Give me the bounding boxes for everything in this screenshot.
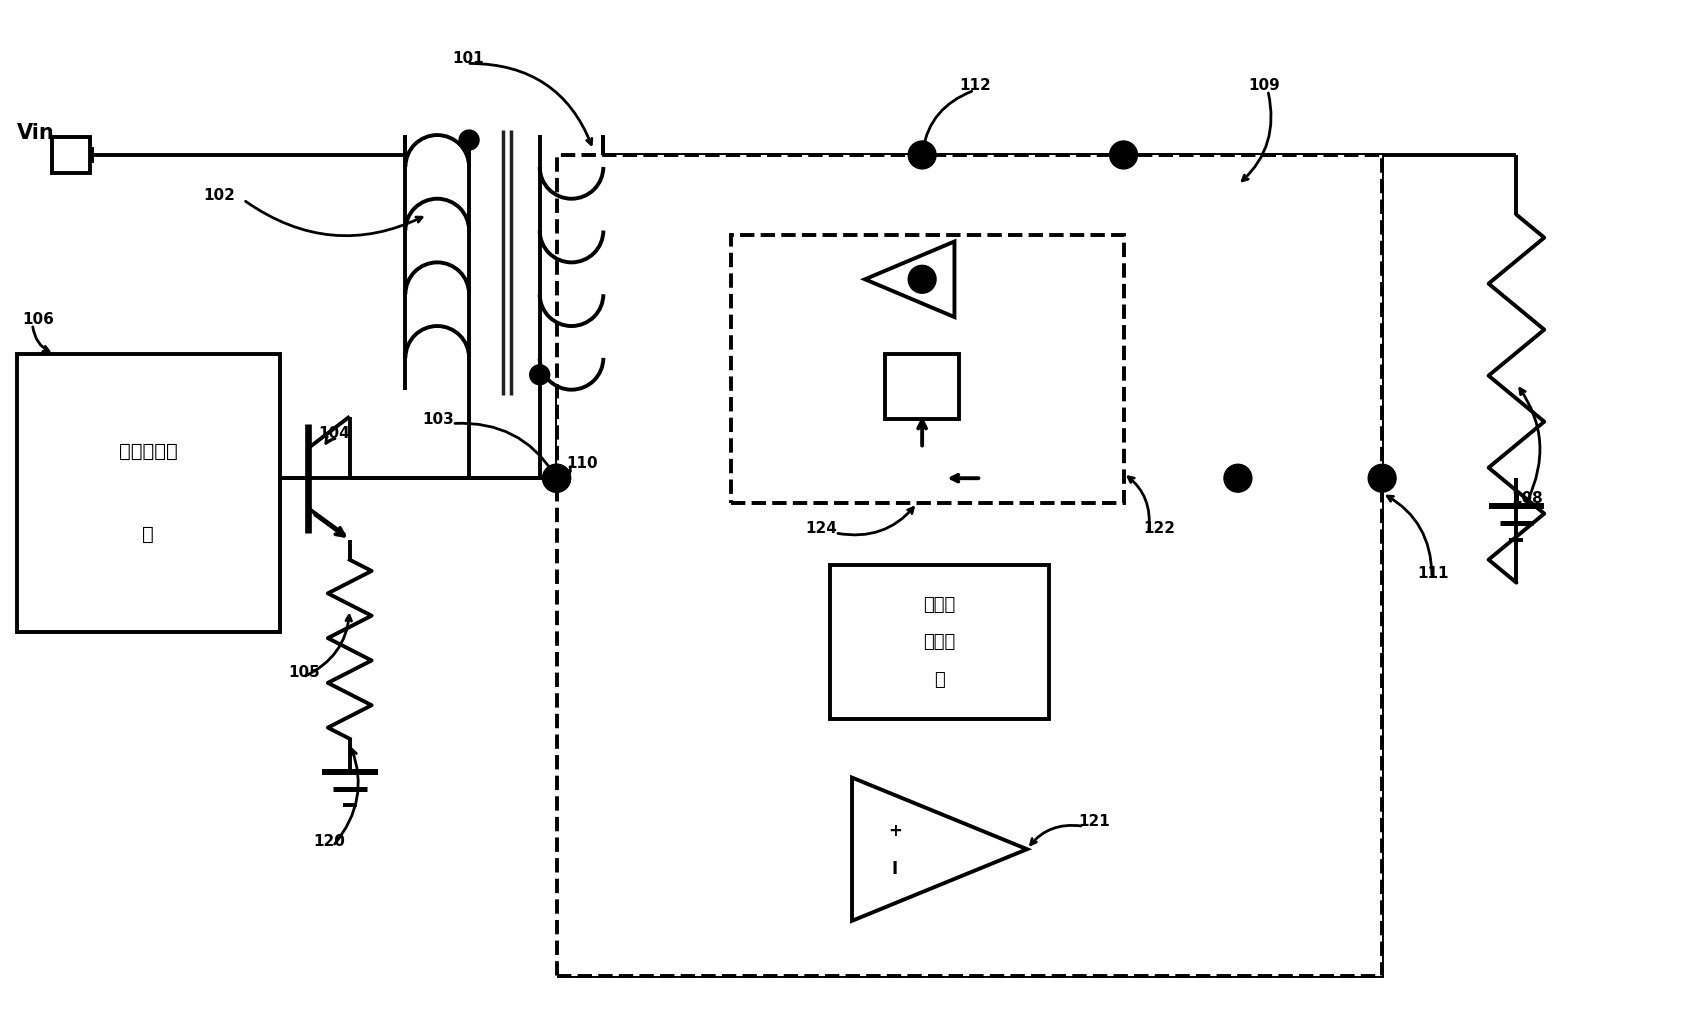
Text: 整流管: 整流管 — [923, 595, 956, 614]
Bar — [53, 137, 90, 173]
Text: 108: 108 — [1511, 491, 1543, 506]
Text: 120: 120 — [312, 835, 345, 849]
Text: I: I — [891, 860, 898, 878]
Bar — [731, 234, 1123, 503]
Text: 原边控制芯: 原边控制芯 — [119, 442, 178, 461]
Circle shape — [529, 130, 550, 150]
Bar — [556, 155, 1381, 975]
Text: 103: 103 — [422, 411, 454, 427]
Text: 路: 路 — [934, 671, 944, 689]
Text: 片: 片 — [142, 526, 154, 544]
Text: 124: 124 — [804, 521, 836, 536]
Circle shape — [908, 142, 935, 168]
Circle shape — [1367, 464, 1395, 492]
Text: 106: 106 — [22, 312, 55, 327]
Text: 110: 110 — [567, 457, 597, 471]
Bar — [830, 565, 1048, 719]
Circle shape — [1110, 142, 1137, 168]
Circle shape — [908, 265, 935, 293]
Text: 112: 112 — [959, 79, 990, 93]
Text: Vin: Vin — [17, 123, 55, 144]
Circle shape — [1224, 464, 1251, 492]
Text: +: + — [888, 822, 901, 840]
FancyArrow shape — [55, 149, 92, 161]
Text: 104: 104 — [318, 427, 350, 441]
Text: 控制电: 控制电 — [923, 633, 956, 652]
Bar — [17, 354, 280, 632]
Bar — [884, 354, 959, 418]
Polygon shape — [864, 242, 954, 317]
Text: 111: 111 — [1417, 566, 1448, 581]
Circle shape — [529, 365, 550, 384]
Text: 109: 109 — [1248, 79, 1279, 93]
Text: 122: 122 — [1142, 521, 1174, 536]
Text: 101: 101 — [452, 52, 483, 66]
Circle shape — [543, 464, 570, 492]
Text: 102: 102 — [203, 188, 236, 202]
Text: 121: 121 — [1079, 814, 1110, 829]
Text: 105: 105 — [288, 665, 319, 680]
Circle shape — [543, 464, 570, 492]
Circle shape — [459, 130, 478, 150]
